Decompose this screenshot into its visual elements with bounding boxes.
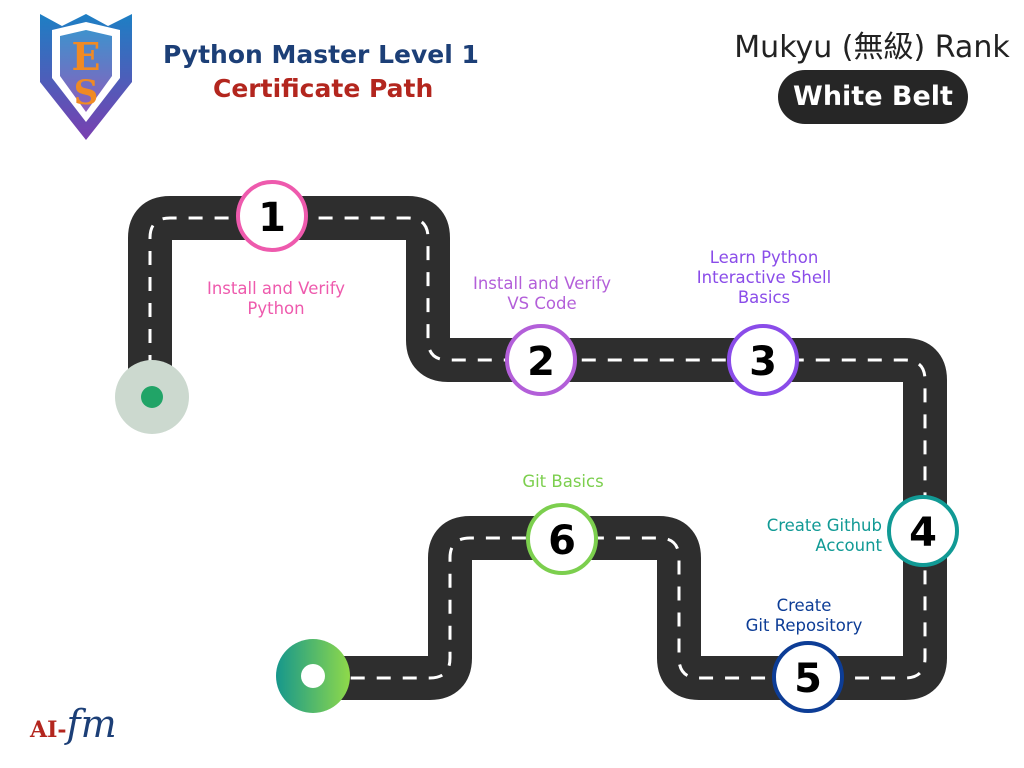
step-label-1: Install and Verify Python: [206, 279, 345, 318]
rank-label: Mukyu (無級) Rank: [734, 30, 1010, 65]
step-label-2: Install and Verify VS Code: [472, 274, 611, 313]
step-badge-2: 2: [505, 324, 577, 396]
step-label-5: Create Git Repository: [745, 596, 863, 635]
page-title: Python Master Level 1: [163, 40, 479, 69]
step-badge-6: 6: [526, 503, 598, 575]
step-number-5: 5: [794, 656, 822, 702]
step-badge-5: 5: [772, 641, 844, 713]
page-subtitle: Certificate Path: [213, 74, 434, 103]
finish-dot-icon: [276, 639, 350, 713]
step-number-1: 1: [258, 195, 286, 241]
shield-crest-logo: E S: [40, 14, 132, 140]
step-badge-3: 3: [727, 324, 799, 396]
start-dot-icon: [115, 360, 189, 434]
step-number-2: 2: [527, 339, 555, 385]
step-number-6: 6: [548, 518, 576, 564]
step-badge-4: 4: [887, 495, 959, 567]
road-center-dashes: [148, 216, 927, 680]
step-number-3: 3: [749, 339, 777, 385]
step-label-4: Create Github Account: [766, 516, 882, 555]
svg-text:E: E: [72, 34, 101, 79]
step-number-4: 4: [909, 510, 937, 556]
brand-logo: AI-fm: [30, 702, 117, 746]
brand-prefix: AI-: [30, 717, 67, 743]
belt-badge: White Belt: [778, 70, 968, 124]
step-label-3: Learn Python Interactive Shell Basics: [696, 248, 832, 307]
brand-suffix: fm: [66, 702, 117, 746]
step-label-6: Git Basics: [522, 472, 604, 491]
step-badge-1: 1: [236, 180, 308, 252]
svg-text:S: S: [74, 73, 99, 113]
